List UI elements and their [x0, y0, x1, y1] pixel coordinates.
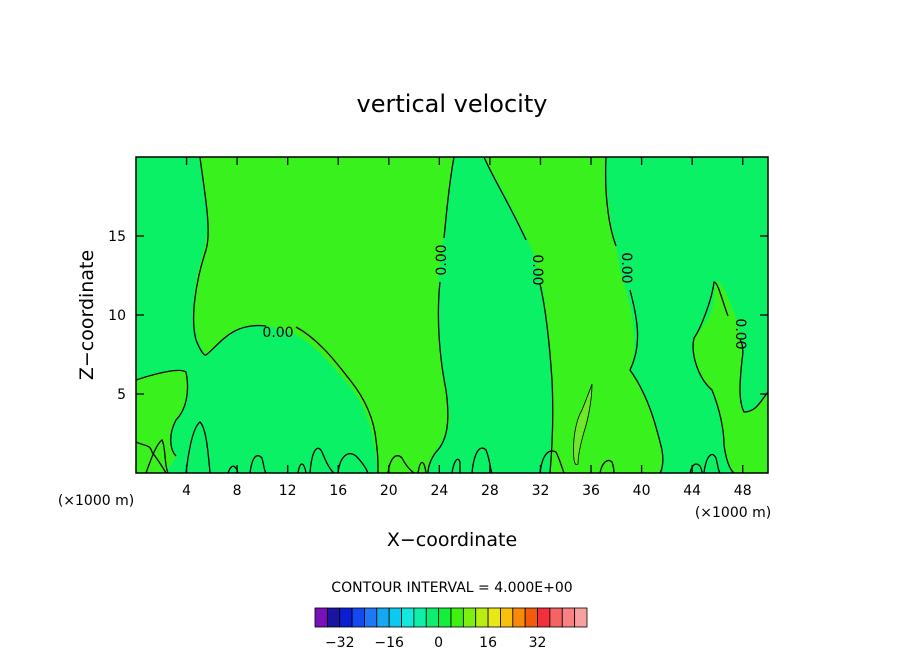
- contour-line: [417, 461, 427, 473]
- x-tick-label: 28: [481, 483, 499, 499]
- x-axis-title: X−coordinate: [387, 529, 517, 551]
- colorbar-tick-label: 0: [434, 635, 443, 651]
- contour-line: [443, 157, 455, 239]
- x-tick-label: 48: [734, 483, 752, 499]
- y-axis-title: Z−coordinate: [76, 250, 98, 380]
- contour-fill-region: [693, 281, 768, 473]
- contour-line: [387, 455, 415, 473]
- contour-label: 0.00: [732, 318, 748, 349]
- y-tick-label: 15: [108, 229, 126, 245]
- contour-label: 0.00: [529, 254, 545, 285]
- colorbar-tick-label: 16: [479, 635, 497, 651]
- colorbar: [314, 607, 588, 628]
- colorbar-swatch: [314, 607, 328, 628]
- x-tick-label: 44: [683, 483, 701, 499]
- x-tick-label: 36: [582, 483, 600, 499]
- contour-line: [604, 157, 617, 247]
- contour-label: 0.00: [262, 325, 293, 341]
- contour-line: [295, 326, 379, 473]
- filled-contours: [136, 157, 768, 473]
- colorbar-swatch: [425, 607, 440, 628]
- contour-line: [192, 157, 267, 356]
- contour-line: [629, 289, 664, 473]
- contour-line: [145, 439, 169, 473]
- x-axis-ticks: 4 8 12 16 20 24 28 32 36 40 44 48: [182, 157, 752, 499]
- colorbar-swatch: [500, 607, 514, 628]
- colorbar-tick-label: −16: [374, 635, 404, 651]
- x-tick-label: 20: [380, 483, 398, 499]
- chart-title: vertical velocity: [357, 90, 548, 118]
- colorbar-swatch: [462, 607, 477, 628]
- colorbar-swatch: [487, 607, 501, 628]
- colorbar-swatch: [574, 607, 588, 628]
- colorbar-swatch: [549, 607, 563, 628]
- contour-fill-region: [484, 157, 663, 473]
- contour-line: [136, 441, 167, 473]
- contour-line: [483, 157, 527, 241]
- x-tick-label: 24: [430, 483, 448, 499]
- colorbar-labels: −32 −16 0 16 32: [325, 635, 547, 651]
- x-unit-label-left: (×1000 m): [58, 493, 134, 509]
- contour-line: [297, 463, 307, 473]
- contour-cell: [573, 383, 593, 466]
- colorbar-swatch: [339, 607, 353, 628]
- contour-line: [739, 339, 768, 413]
- contour-line: [539, 450, 565, 473]
- colorbar-swatch: [351, 607, 365, 628]
- contour-line: [136, 369, 189, 457]
- plot-area: 0.00 0.00 0.00 0.00 0.00 4 8 12 16 20 24 28 32 3…: [108, 156, 769, 499]
- contour-line: [427, 281, 449, 473]
- x-tick-label: 32: [532, 483, 550, 499]
- contour-line: [249, 455, 267, 473]
- contour-line: [185, 421, 211, 473]
- contour-line: [703, 453, 721, 473]
- contour-label: 0.00: [618, 252, 634, 283]
- y-tick-label: 5: [117, 387, 126, 403]
- y-tick-label: 10: [108, 308, 126, 324]
- x-unit-label-right: (×1000 m): [695, 505, 771, 521]
- x-tick-label: 40: [633, 483, 651, 499]
- contour-fill-region: [193, 157, 454, 473]
- contour-line: [692, 281, 735, 473]
- colorbar-swatch: [475, 607, 489, 628]
- colorbar-swatch: [376, 607, 390, 628]
- contour-lines: [136, 157, 768, 473]
- colorbar-swatch: [561, 607, 576, 628]
- contour-line: [471, 447, 493, 473]
- colorbar-swatch: [364, 607, 378, 628]
- y-axis-ticks: 5 10 15: [108, 229, 768, 403]
- colorbar-swatch: [537, 607, 551, 628]
- colorbar-swatch: [524, 607, 538, 628]
- x-tick-label: 4: [182, 483, 191, 499]
- contour-line: [337, 453, 369, 473]
- contour-line: [599, 459, 615, 473]
- colorbar-swatch: [450, 607, 464, 628]
- contour-line: [451, 458, 461, 473]
- colorbar-tick-label: −32: [325, 635, 355, 651]
- colorbar-swatch: [401, 607, 415, 628]
- colorbar-swatch: [512, 607, 526, 628]
- contour-line: [309, 447, 335, 473]
- colorbar-swatch: [326, 607, 341, 628]
- colorbar-tick-label: 32: [529, 635, 547, 651]
- colorbar-swatch: [413, 607, 427, 628]
- contour-label: 0.00: [434, 244, 450, 275]
- x-tick-label: 16: [329, 483, 347, 499]
- colorbar-swatch: [388, 607, 402, 628]
- contour-interval-text: CONTOUR INTERVAL = 4.000E+00: [331, 580, 572, 596]
- x-tick-label: 12: [279, 483, 297, 499]
- x-tick-label: 8: [233, 483, 242, 499]
- colorbar-swatch: [438, 607, 452, 628]
